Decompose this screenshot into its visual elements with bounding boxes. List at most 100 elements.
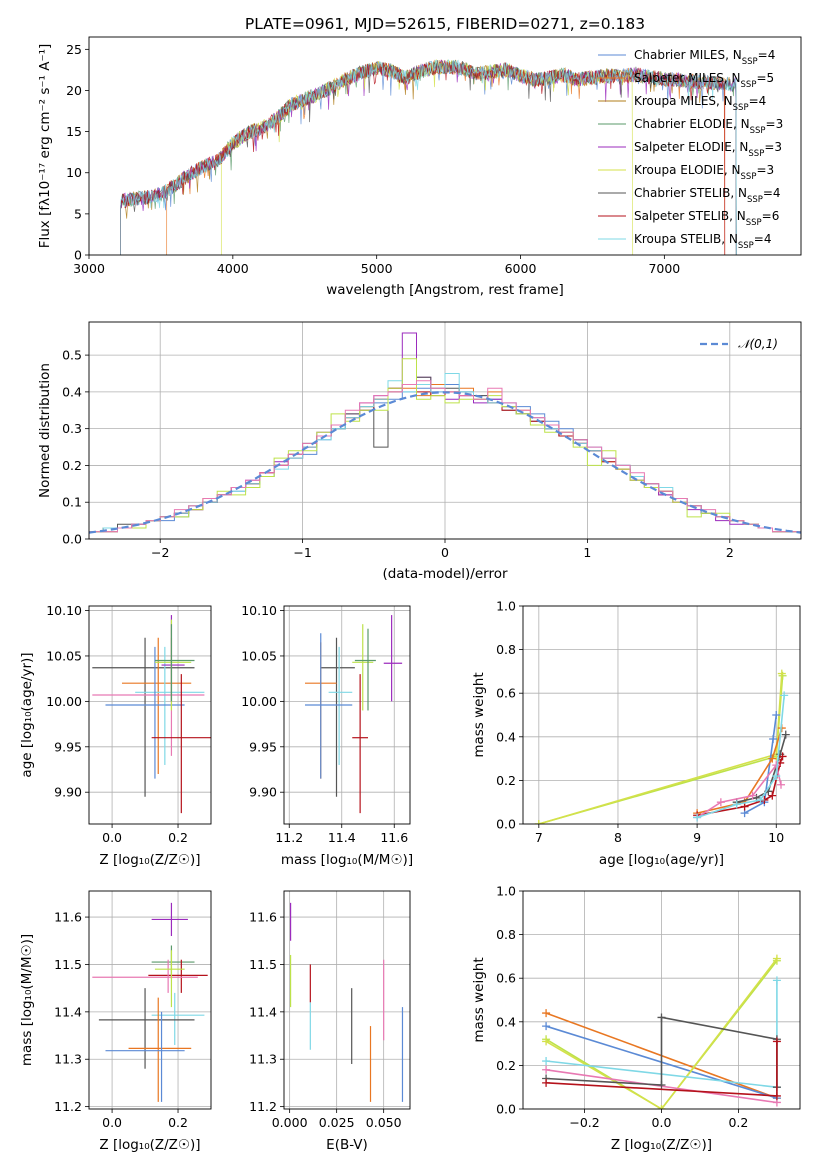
legend-label: Chabrier STELIB, NSSP=4	[634, 186, 781, 205]
legend-label: Salpeter MILES, NSSP=5	[634, 71, 774, 90]
axes-frame	[283, 890, 411, 1110]
plot-area	[289, 902, 404, 1102]
y-tick-label: 0.6	[496, 971, 516, 986]
legend-label: Kroupa MILES, NSSP=4	[634, 94, 766, 113]
spectrum-line	[120, 61, 726, 255]
x-tick-label: −1	[293, 545, 311, 560]
axes-frame	[88, 605, 212, 825]
x-tick-label: 4000	[217, 261, 249, 276]
y-tick-label: 11.6	[249, 910, 277, 925]
data-point-marker	[534, 820, 543, 824]
x-tick-label: 0.0	[102, 830, 122, 845]
x-axis-label: mass [log₁₀(M/M☉)]	[281, 852, 413, 868]
chart-title: PLATE=0961, MJD=52615, FIBERID=0271, z=0…	[245, 15, 645, 33]
x-tick-label: −0.2	[569, 1115, 599, 1130]
plot-area	[305, 615, 403, 814]
data-point-marker	[772, 772, 781, 781]
x-tick-label: 10	[768, 830, 784, 845]
x-tick-label: 7	[535, 830, 543, 845]
data-point-marker	[769, 734, 778, 743]
data-point-marker	[657, 1105, 666, 1109]
y-tick-label: 11.2	[54, 1099, 82, 1114]
y-tick-label: 25	[66, 42, 82, 57]
y-tick-label: 0.4	[496, 729, 516, 744]
histogram-step	[89, 380, 801, 539]
data-point-marker	[657, 1081, 666, 1090]
y-tick-label: 11.2	[249, 1099, 277, 1114]
data-point-marker	[716, 798, 725, 807]
series-line	[545, 960, 778, 1109]
y-tick-label: 1.0	[496, 884, 516, 899]
legend-label: Salpeter ELODIE, NSSP=3	[634, 140, 782, 159]
y-tick-label: 0	[74, 248, 82, 263]
y-tick-label: 10	[66, 165, 82, 180]
spectrum-line	[120, 59, 737, 255]
mass-weight-vs-metallicity-panel: −0.2 0.0 0.2 0.0 0.2 0.4 0.6 0.8 1.0 Z [log₁₀(Z/Z…	[471, 884, 801, 1153]
data-point-marker	[657, 1013, 666, 1022]
y-tick-label: 0.8	[496, 927, 516, 942]
y-tick-label: 11.5	[249, 957, 277, 972]
y-tick-label: 0.0	[62, 532, 82, 547]
y-tick-label: 20	[66, 83, 82, 98]
x-axis-label: age [log₁₀(age/yr)]	[599, 852, 724, 868]
x-tick-label: 0	[441, 545, 449, 560]
y-tick-label: 10.00	[46, 694, 82, 709]
series-line	[696, 727, 783, 814]
legend-label: Salpeter STELIB, NSSP=6	[634, 209, 779, 228]
data-point-marker	[768, 791, 777, 800]
axes-frame	[88, 36, 802, 256]
residual-histogram-panel: −2 −1 0 1 2 0.0 0.1 0.2 0.3 0.4 0.5 𝒩(0,1) (data-mod…	[37, 321, 802, 582]
axes-frame	[522, 605, 801, 825]
plot-area	[542, 954, 781, 1109]
x-tick-label: 9	[693, 830, 701, 845]
x-tick-label: 11.2	[275, 830, 303, 845]
y-tick-label: 11.3	[249, 1052, 277, 1067]
plot-area	[89, 332, 801, 539]
x-tick-label: 11.4	[328, 830, 356, 845]
y-axis-label: age [log₁₀(age/yr)]	[19, 652, 35, 777]
series-line	[546, 1016, 778, 1088]
y-tick-label: 10.05	[46, 648, 82, 663]
axes-frame	[88, 321, 802, 540]
data-point-marker	[542, 1078, 551, 1087]
legend-label: Chabrier MILES, NSSP=4	[634, 48, 775, 67]
x-tick-label: 0.2	[168, 1115, 188, 1130]
y-tick-label: 11.4	[54, 1004, 82, 1019]
y-tick-label: 9.95	[249, 739, 277, 754]
series-line	[545, 958, 778, 1109]
x-axis-label: wavelength [Angstrom, rest frame]	[326, 282, 564, 298]
data-point-marker	[772, 711, 781, 719]
data-point-marker	[777, 780, 786, 789]
y-tick-label: 9.90	[54, 785, 82, 800]
data-point-marker	[542, 1009, 551, 1018]
x-tick-label: 11.6	[380, 830, 408, 845]
y-tick-label: 0.2	[496, 773, 516, 788]
age-vs-mass-panel: 11.2 11.4 11.6 9.90 9.95 10.00 10.05 10.10 mass …	[241, 603, 413, 868]
x-tick-label: 3000	[73, 261, 105, 276]
legend-label: Chabrier ELODIE, NSSP=3	[634, 117, 783, 136]
x-tick-label: −2	[151, 545, 169, 560]
data-point-marker	[542, 1037, 551, 1046]
data-point-marker	[542, 1065, 551, 1074]
y-tick-label: 11.3	[54, 1052, 82, 1067]
legend-label: Kroupa ELODIE, NSSP=3	[634, 163, 774, 182]
age-vs-metallicity-panel: 0.0 0.2 9.90 9.95 10.00 10.05 10.10 Z [log₁₀(Z/…	[19, 603, 212, 868]
x-tick-label: 1	[583, 545, 591, 560]
y-tick-label: 1.0	[496, 599, 516, 614]
axes-frame	[283, 605, 411, 825]
spectrum-line	[120, 59, 737, 255]
x-tick-label: 0.2	[728, 1115, 748, 1130]
data-point-marker	[777, 669, 786, 678]
x-tick-label: 6000	[505, 261, 537, 276]
x-tick-label: 0.000	[272, 1115, 308, 1130]
y-tick-label: 5	[74, 206, 82, 221]
axes-frame	[88, 890, 212, 1110]
legend-label: 𝒩(0,1)	[738, 337, 778, 351]
spectrum-panel: 3000 4000 5000 6000 7000 0 5 10 15 20 25 PLATE=0961…	[37, 15, 802, 298]
mass-weight-vs-age-panel: 7 8 9 10 0.0 0.2 0.4 0.6 0.8 1.0 age [log₁₀(age/yr…	[471, 599, 801, 868]
legend-label: Kroupa STELIB, NSSP=4	[634, 232, 772, 251]
y-tick-label: 9.95	[54, 739, 82, 754]
y-tick-label: 15	[66, 124, 82, 139]
x-axis-label: Z [log₁₀(Z/Z☉)]	[99, 1137, 200, 1153]
y-tick-label: 11.6	[54, 910, 82, 925]
